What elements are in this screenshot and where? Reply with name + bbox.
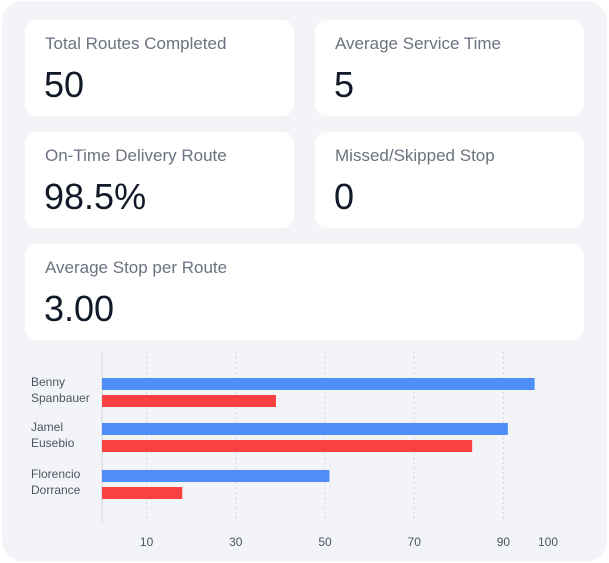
average-service-time-card: Average Service Time 5: [315, 20, 584, 116]
average-service-time-value: 5: [334, 64, 355, 105]
category-label: Dorrance: [31, 483, 81, 497]
category-label: Spanbauer: [31, 391, 90, 405]
category-label: Eusebio: [31, 436, 75, 450]
category-label: Benny: [31, 375, 65, 389]
average-service-time-label: Average Service Time: [335, 34, 501, 53]
bar-2-series-0: [102, 470, 330, 482]
missed-stop-label: Missed/Skipped Stop: [335, 146, 495, 165]
missed-stop-card: Missed/Skipped Stop 0: [315, 132, 584, 228]
total-routes-value: 50: [44, 64, 85, 105]
on-time-delivery-value: 98.5%: [44, 176, 147, 217]
total-routes-card: Total Routes Completed 50: [25, 20, 294, 116]
missed-stop-value: 0: [334, 176, 355, 217]
on-time-delivery-card: On-Time Delivery Route 98.5%: [25, 132, 294, 228]
on-time-delivery-label: On-Time Delivery Route: [45, 146, 227, 165]
x-tick-label: 70: [408, 535, 422, 549]
x-tick-label: 100: [538, 535, 558, 549]
average-stop-label: Average Stop per Route: [45, 258, 228, 277]
category-label: Florencio: [31, 467, 81, 481]
bar-0-series-1: [102, 395, 276, 407]
average-stop-value: 3.00: [44, 288, 115, 329]
x-tick-label: 30: [229, 535, 243, 549]
total-routes-label: Total Routes Completed: [45, 34, 227, 53]
x-tick-label: 50: [318, 535, 332, 549]
x-tick-label: 90: [497, 535, 511, 549]
category-label: Jamel: [31, 420, 63, 434]
bar-1-series-1: [102, 440, 473, 452]
average-stop-card: Average Stop per Route 3.00: [25, 244, 584, 340]
x-tick-label: 10: [140, 535, 154, 549]
bar-2-series-1: [102, 487, 183, 499]
bar-1-series-0: [102, 423, 508, 435]
bar-0-series-0: [102, 378, 535, 390]
